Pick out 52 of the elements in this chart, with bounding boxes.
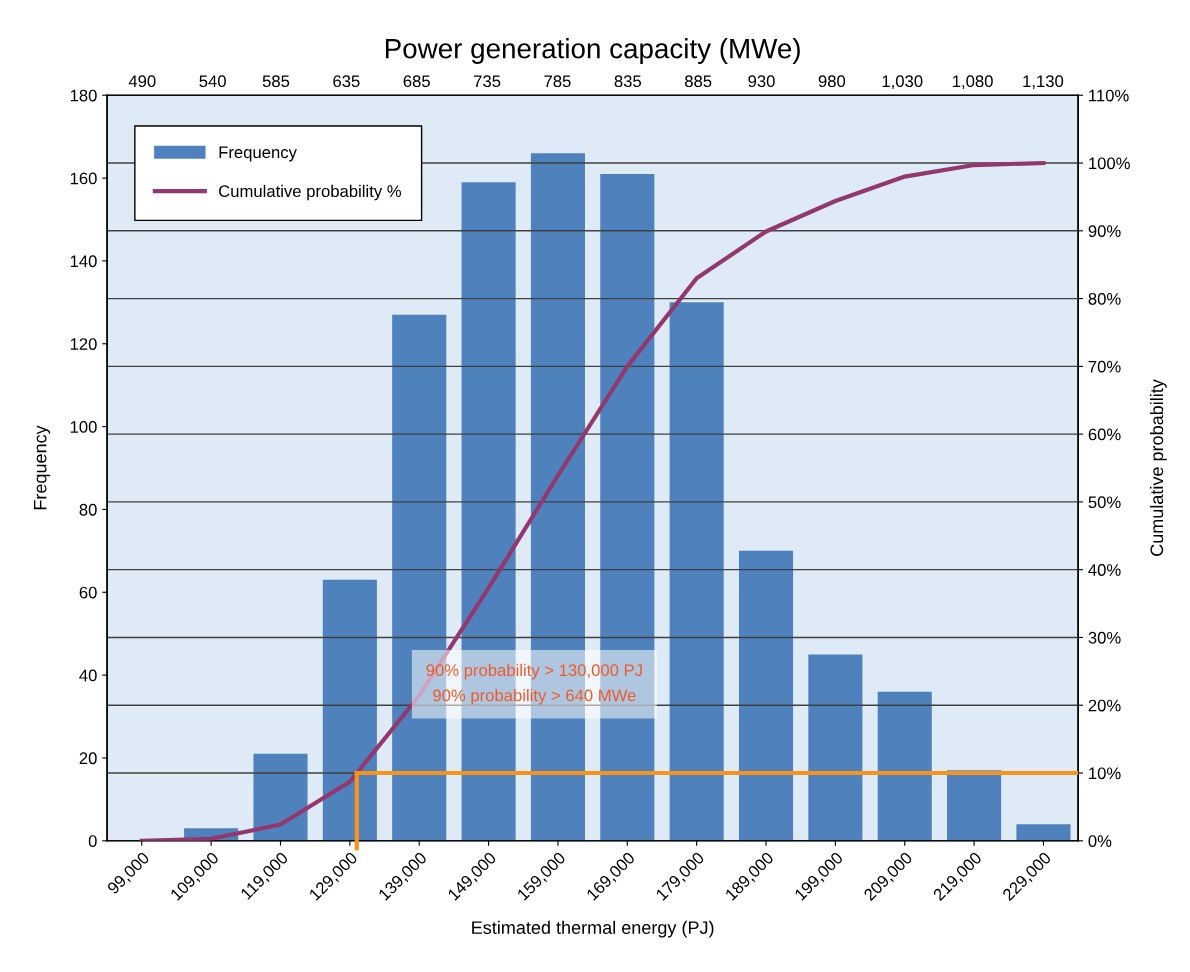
x2-tick-label: 540	[199, 75, 226, 88]
y-tick-label: 140	[70, 255, 97, 268]
y2-tick-label: 70%	[1088, 360, 1121, 373]
y2-tick-label: 30%	[1088, 631, 1121, 644]
bar	[877, 691, 932, 841]
bar	[322, 579, 377, 841]
x2-tick-label: 735	[474, 75, 501, 88]
y-axis-title: Frequency	[33, 425, 51, 510]
x2-tick-label: 980	[818, 75, 846, 88]
y2-tick-label: 100%	[1089, 157, 1130, 170]
bar	[253, 753, 308, 841]
bar	[1016, 824, 1071, 841]
y2-tick-label: 20%	[1088, 699, 1121, 712]
y2-tick-label: 10%	[1089, 767, 1121, 780]
x2-tick-label: 930	[748, 75, 775, 88]
y-tick-label: 40	[79, 669, 97, 682]
annotation: 90% probability > 130,000 PJ 90% probability > 640 MWe	[426, 663, 642, 705]
x2-tick-label: 1,130	[1023, 75, 1064, 90]
line-series	[139, 160, 1046, 841]
y-tick-label: 60	[79, 586, 97, 599]
bar	[738, 550, 794, 841]
y2-axis-title: Cumulative probability	[1149, 379, 1167, 556]
y2-tick-label: 50%	[1088, 496, 1121, 509]
bar	[669, 302, 724, 841]
x2-tick-label: 1,080	[953, 75, 993, 90]
y2-tick-label: 60%	[1088, 428, 1121, 441]
x2-tick-label: 490	[128, 75, 156, 88]
y-tick-label: 160	[70, 172, 97, 185]
bar	[808, 654, 863, 841]
y2-tick-label: 90%	[1088, 225, 1121, 238]
y-tick-label: 20	[79, 752, 97, 765]
y2-tick-label: 80%	[1088, 292, 1121, 305]
y2-tick-label: 40%	[1088, 564, 1121, 576]
x2-tick-label: 685	[403, 75, 430, 88]
x2-tick-label: 1,030	[882, 75, 923, 90]
x2-axis-title: Power generation capacity (MWe)	[385, 38, 800, 64]
y-tick-label: 100	[70, 421, 97, 433]
legend-label: Frequency	[219, 146, 297, 162]
x2-tick-label: 635	[333, 75, 360, 88]
y-tick-label: 0	[88, 835, 97, 847]
x2-tick-label: 785	[544, 75, 571, 88]
legend-label: Cumulative probability %	[219, 184, 402, 201]
y2-tick-label: 110%	[1089, 89, 1129, 102]
x2-tick-label: 585	[262, 75, 290, 88]
y-tick-label: 180	[70, 89, 97, 102]
x-axis-title: Estimated thermal energy (PJ)	[472, 920, 714, 938]
x2-tick-label: 885	[684, 75, 712, 88]
x2-tick-label: 835	[614, 75, 642, 88]
bar	[947, 770, 1002, 841]
y-tick-label: 80	[79, 503, 97, 516]
y2-tick-label: 0%	[1088, 835, 1112, 847]
y-tick-label: 120	[70, 338, 97, 350]
